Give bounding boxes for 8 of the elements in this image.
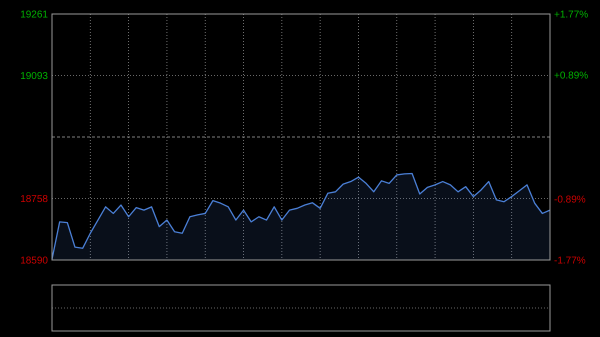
y-tick-label: 19093	[20, 71, 48, 82]
y-tick-label: 19261	[20, 10, 48, 20]
y2-tick-label: -0.89%	[554, 194, 586, 206]
y-tick-label: 18758	[20, 194, 48, 205]
y2-tick-label: +1.77%	[554, 10, 588, 20]
y2-tick-label: -1.77%	[554, 256, 586, 266]
y2-tick-label: +0.89%	[554, 70, 588, 82]
y-tick-label: 18590	[20, 256, 48, 266]
